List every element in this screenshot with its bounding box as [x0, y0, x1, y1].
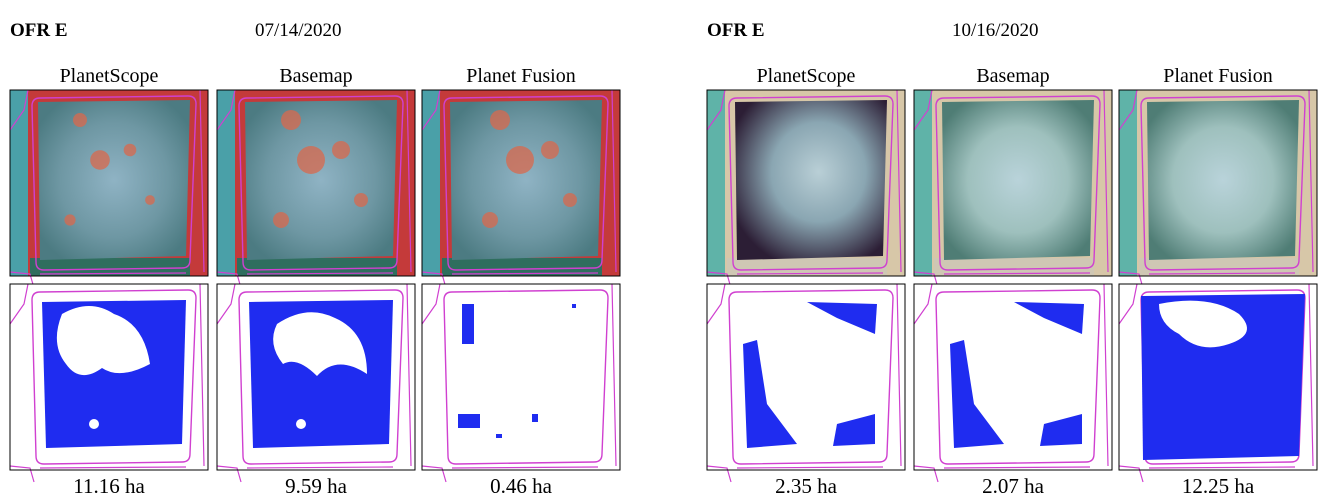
column-label: PlanetScope	[757, 65, 856, 87]
orange-patch	[90, 150, 110, 170]
area-label: 9.59 ha	[285, 474, 348, 498]
orange-patch	[297, 146, 325, 174]
column-label: Planet Fusion	[1163, 65, 1272, 87]
orange-patch	[64, 214, 75, 225]
orange-patch	[354, 193, 368, 207]
water-speck	[532, 414, 538, 422]
orange-patch	[563, 193, 577, 207]
orange-patch	[73, 113, 87, 127]
dry-spot	[89, 419, 99, 429]
water-speck	[496, 434, 502, 438]
date-label: 07/14/2020	[255, 20, 342, 41]
site-label: OFR E	[10, 20, 68, 41]
orange-patch	[482, 212, 498, 228]
mask-panel	[217, 284, 415, 482]
field	[1147, 100, 1299, 260]
mask-panel	[707, 284, 905, 482]
figure: OFR E 07/14/2020 PlanetScope 11.16 ha Basema…	[0, 0, 1322, 499]
orange-patch	[145, 195, 155, 205]
field	[38, 100, 190, 260]
site-label: OFR E	[707, 20, 765, 41]
orange-patch	[273, 212, 289, 228]
imagery-panel	[707, 90, 905, 288]
column-label: PlanetScope	[60, 65, 159, 87]
dry-spot	[296, 419, 306, 429]
field	[450, 100, 602, 260]
field	[735, 100, 887, 260]
imagery-panel	[10, 90, 208, 288]
imagery-panel	[914, 90, 1112, 288]
mask-panel	[1119, 284, 1317, 482]
field	[245, 100, 397, 260]
water-speck	[572, 304, 576, 308]
field	[942, 100, 1094, 260]
area-label: 2.07 ha	[982, 474, 1045, 498]
orange-patch	[506, 146, 534, 174]
orange-patch	[490, 110, 510, 130]
mask-panel	[914, 284, 1112, 482]
water-speck	[462, 304, 474, 344]
area-label: 2.35 ha	[775, 474, 838, 498]
imagery-panel	[217, 90, 415, 288]
column-label: Basemap	[976, 65, 1049, 87]
imagery-panel	[1119, 90, 1317, 288]
column-label: Planet Fusion	[466, 65, 575, 87]
orange-patch	[332, 141, 350, 159]
mask-panel	[10, 284, 208, 482]
area-label: 12.25 ha	[1182, 474, 1255, 498]
mask-background	[422, 284, 620, 470]
area-label: 0.46 ha	[490, 474, 553, 498]
water-speck	[458, 414, 480, 428]
date-label: 10/16/2020	[952, 20, 1039, 41]
imagery-panel	[422, 90, 620, 288]
area-label: 11.16 ha	[73, 474, 145, 498]
orange-patch	[124, 144, 137, 157]
column-label: Basemap	[279, 65, 352, 87]
orange-patch	[281, 110, 301, 130]
mask-panel	[422, 284, 620, 482]
orange-patch	[541, 141, 559, 159]
